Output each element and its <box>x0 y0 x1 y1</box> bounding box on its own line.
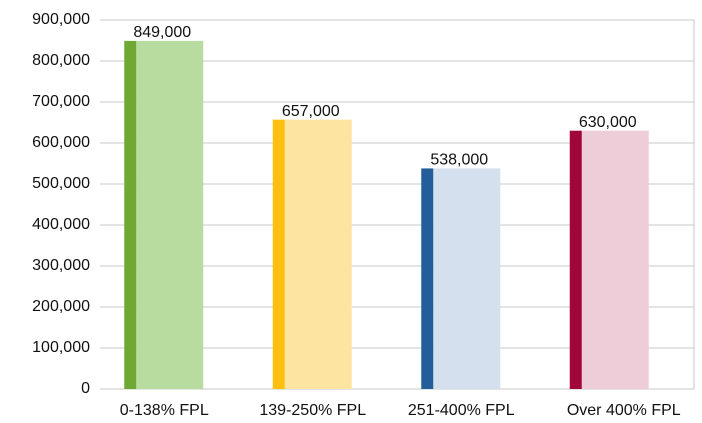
bar <box>284 119 352 389</box>
x-tick-label: 251-400% FPL <box>408 402 515 419</box>
y-tick-label: 100,000 <box>32 339 90 356</box>
x-tick-label: 0-138% FPL <box>120 402 209 419</box>
bar-accent <box>569 130 582 389</box>
value-label: 657,000 <box>282 103 340 120</box>
y-tick-label: 300,000 <box>32 257 90 274</box>
y-tick-label: 900,000 <box>32 11 90 28</box>
value-label: 538,000 <box>430 152 488 169</box>
bar <box>581 130 649 389</box>
bar-accent <box>272 119 285 389</box>
x-tick-label: Over 400% FPL <box>567 402 681 419</box>
value-label: 630,000 <box>579 114 637 131</box>
y-tick-label: 600,000 <box>32 134 90 151</box>
y-tick-label: 700,000 <box>32 93 90 110</box>
y-tick-label: 0 <box>81 380 90 397</box>
bar <box>433 168 501 389</box>
y-tick-label: 200,000 <box>32 298 90 315</box>
y-tick-label: 800,000 <box>32 52 90 69</box>
y-tick-label: 500,000 <box>32 175 90 192</box>
x-tick-label: 139-250% FPL <box>259 402 366 419</box>
value-label: 849,000 <box>133 24 191 41</box>
y-tick-label: 400,000 <box>32 216 90 233</box>
bar <box>136 40 204 389</box>
bar-accent <box>421 168 434 389</box>
bar-accent <box>124 40 137 389</box>
